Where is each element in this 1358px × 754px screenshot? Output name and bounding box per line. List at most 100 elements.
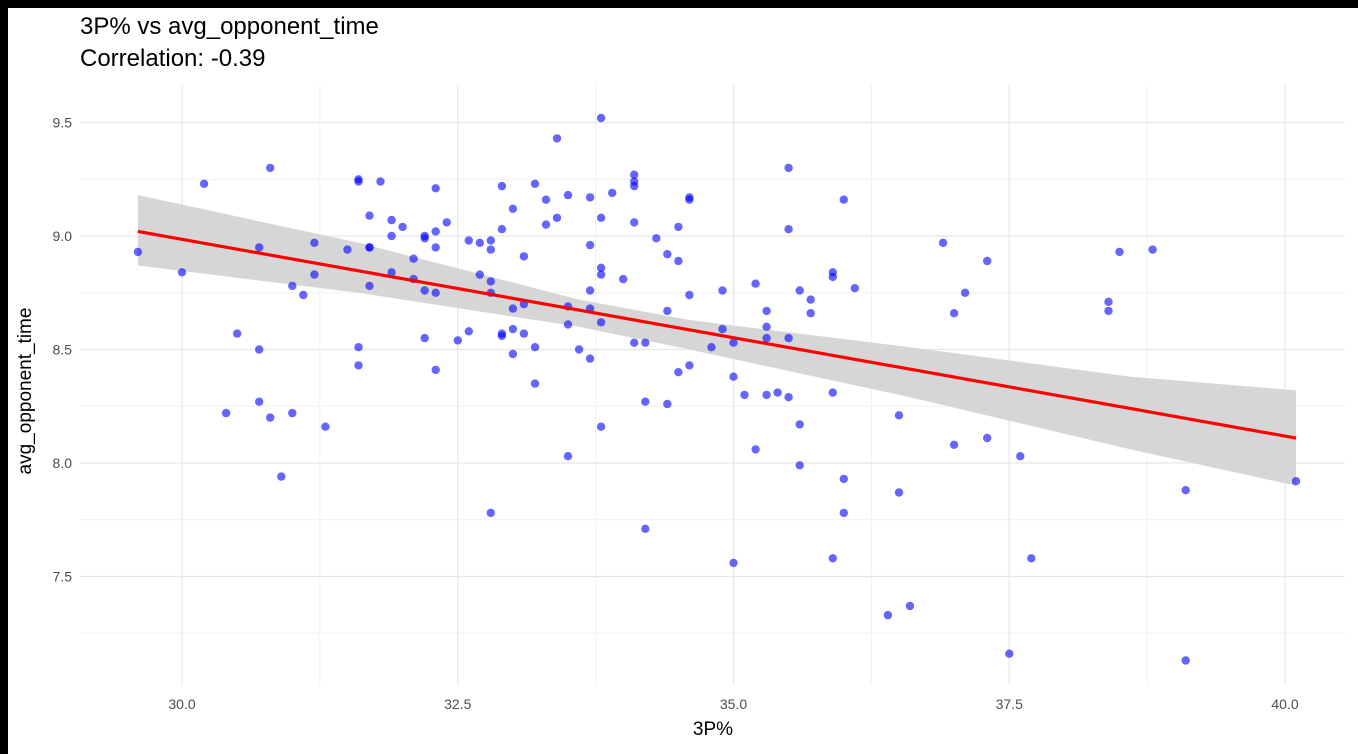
data-point [585, 354, 595, 363]
data-point [255, 397, 264, 406]
data-point [1181, 656, 1190, 665]
data-point [795, 420, 804, 429]
data-point [420, 333, 429, 343]
data-point [806, 309, 815, 318]
data-point [288, 281, 297, 291]
data-point [508, 304, 518, 313]
data-point [828, 272, 837, 282]
data-point [409, 254, 418, 263]
data-point [519, 329, 529, 338]
data-point [751, 445, 760, 454]
data-point [894, 488, 904, 497]
data-point [585, 193, 595, 202]
data-point [596, 270, 606, 279]
data-point [630, 181, 639, 191]
data-point [839, 508, 848, 518]
data-point [508, 204, 518, 213]
data-point [630, 338, 639, 347]
data-point [718, 324, 727, 334]
x-tick-label: 32.5 [444, 696, 471, 712]
data-point [795, 461, 804, 470]
chart-subtitle: Correlation: -0.39 [80, 45, 266, 72]
data-point [596, 213, 606, 222]
data-point [674, 256, 683, 266]
data-point [596, 113, 606, 123]
data-point [784, 393, 793, 402]
data-point [663, 399, 672, 409]
data-point [596, 263, 606, 272]
x-tick-labels: 30.0 32.5 35.0 37.5 40.0 [168, 696, 1298, 712]
data-point [464, 327, 473, 336]
data-point [255, 243, 264, 252]
regression-line [137, 229, 1297, 440]
data-point [1148, 245, 1157, 254]
data-point [729, 372, 738, 381]
data-point [497, 181, 507, 191]
data-point [552, 213, 562, 222]
data-point [685, 361, 694, 370]
data-point [431, 288, 440, 297]
y-tick-label: 9.5 [53, 115, 73, 131]
confidence-band [137, 195, 1296, 486]
data-point [850, 284, 859, 293]
data-point [806, 295, 815, 304]
data-point [420, 234, 429, 243]
data-point [762, 333, 771, 343]
data-point [773, 388, 782, 397]
data-point [321, 422, 330, 431]
data-point [365, 281, 374, 291]
data-point [983, 433, 992, 443]
data-point [630, 218, 639, 227]
data-point [519, 252, 529, 261]
data-point [674, 222, 683, 232]
data-point [310, 238, 319, 247]
data-point [1115, 247, 1124, 257]
data-point [762, 322, 771, 331]
data-point [266, 163, 275, 173]
data-point [508, 349, 518, 359]
data-point [354, 177, 363, 186]
data-point [596, 422, 606, 431]
data-point [199, 179, 209, 188]
data-point [508, 324, 518, 334]
data-point [365, 211, 374, 220]
x-tick-label: 35.0 [720, 696, 747, 712]
data-point [288, 408, 297, 418]
data-point [497, 225, 507, 234]
top-frame-border [0, 0, 1358, 8]
chart-title: 3P% vs avg_opponent_time [80, 13, 379, 40]
x-axis-title: 3P% [693, 719, 733, 740]
data-point [376, 177, 385, 186]
data-point [530, 379, 540, 388]
data-point [608, 188, 617, 198]
data-point [497, 331, 507, 341]
data-point [431, 184, 440, 193]
data-point [1027, 554, 1036, 563]
data-point [486, 245, 495, 254]
regression-line-layer [137, 229, 1297, 440]
points-layer [133, 113, 1301, 665]
data-point [354, 343, 363, 352]
data-point [1016, 452, 1025, 461]
data-point [828, 388, 837, 397]
data-point [387, 268, 396, 277]
data-point [398, 222, 407, 232]
data-point [762, 306, 771, 316]
data-point [585, 286, 595, 295]
data-point [431, 243, 440, 252]
data-point [585, 240, 595, 250]
data-point [751, 279, 760, 288]
data-point [784, 163, 793, 173]
data-point [652, 234, 661, 243]
data-point [233, 329, 242, 338]
y-tick-label: 8.0 [53, 455, 73, 471]
x-tick-label: 37.5 [996, 696, 1023, 712]
data-point [663, 306, 672, 316]
data-point [387, 215, 396, 225]
data-point [1104, 306, 1113, 316]
data-point [596, 318, 606, 327]
data-point [177, 268, 187, 277]
data-point [630, 170, 639, 179]
data-point [762, 390, 771, 400]
